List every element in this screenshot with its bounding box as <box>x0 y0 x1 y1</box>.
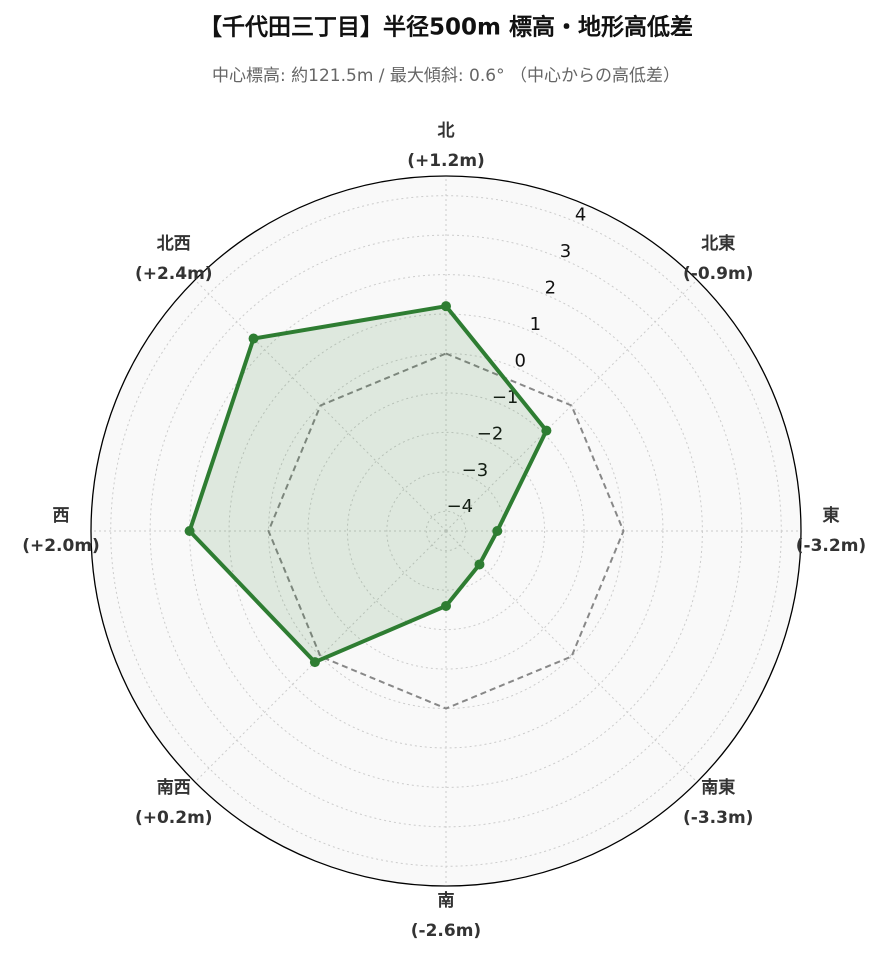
data-point <box>474 559 485 570</box>
grid-circle <box>346 431 546 631</box>
r-tick-label: 4 <box>575 205 586 226</box>
value-label: (-3.2m) <box>796 536 866 556</box>
outer-circle <box>90 175 802 887</box>
r-tick-label: 1 <box>530 314 541 335</box>
value-label: (+1.2m) <box>407 151 485 171</box>
value-label: (-0.9m) <box>683 264 753 284</box>
category-label: 南西 <box>157 777 191 798</box>
grid-circle <box>386 471 506 591</box>
data-point <box>248 333 259 344</box>
baseline <box>267 352 625 710</box>
chart-title: 【千代田三丁目】半径500m 標高・地形高低差 <box>199 14 693 41</box>
grid-circle <box>307 392 585 670</box>
value-label: (+2.4m) <box>135 264 213 284</box>
r-tick-label: 0 <box>514 350 525 371</box>
category-label: 西 <box>53 506 70 526</box>
r-tick-label: 2 <box>545 278 556 299</box>
data-point <box>309 657 320 668</box>
data-point <box>541 425 552 436</box>
category-label: 南東 <box>701 777 735 798</box>
spoke <box>445 279 698 532</box>
spoke <box>445 530 698 783</box>
value-label: (+0.2m) <box>135 808 213 828</box>
data-point <box>184 526 195 536</box>
chart-subtitle: 中心標高: 約121.5m / 最大傾斜: 0.6° （中心からの高低差） <box>212 66 680 86</box>
category-label: 東 <box>823 505 840 526</box>
r-tick-label: −4 <box>447 496 474 517</box>
value-label: (+2.0m) <box>22 536 100 556</box>
value-label: (-2.6m) <box>411 921 481 941</box>
spoke <box>194 279 447 532</box>
category-label: 北東 <box>701 233 735 254</box>
grid-circle <box>425 510 467 552</box>
value-label: (-3.3m) <box>683 808 753 828</box>
category-label: 南 <box>438 890 455 911</box>
data-point <box>441 600 451 611</box>
r-tick-label: −3 <box>462 460 489 481</box>
category-label: 北 <box>438 121 455 141</box>
category-label: 北西 <box>157 234 191 254</box>
data-point <box>441 301 451 312</box>
r-tick-label: −1 <box>492 387 519 408</box>
r-tick-label: −2 <box>477 423 504 444</box>
data-point <box>492 526 503 536</box>
spoke <box>194 530 447 783</box>
r-tick-label: 3 <box>560 241 571 262</box>
